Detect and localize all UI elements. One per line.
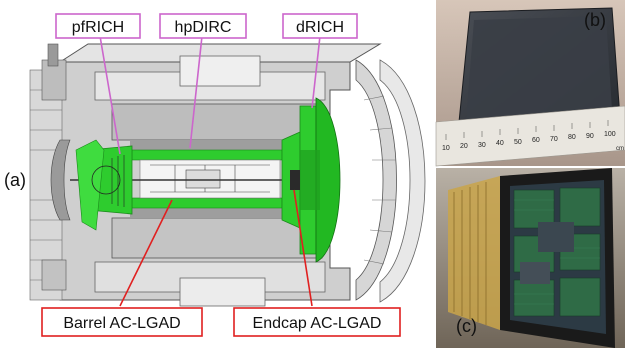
ruler-ticks: 10 20 30 40 50 60 70 80 90 100 — [442, 131, 616, 152]
callout-barrel-ac-lgad: Barrel AC-LGAD — [41, 307, 203, 337]
ruler-unit: cm — [616, 146, 624, 152]
ruler-tick-label: 50 — [514, 139, 522, 146]
hpdirc-label: hpDIRC — [175, 19, 232, 36]
callout-hpdirc: hpDIRC — [159, 13, 247, 39]
ruler-tick-label: 70 — [550, 136, 558, 143]
photo-b: 10 20 30 40 50 60 70 80 90 100 cm (b) — [435, 0, 625, 167]
ruler-tick-label: 20 — [460, 143, 468, 150]
panel-label-a: (a) — [4, 170, 26, 190]
panel-label-c: (c) — [456, 316, 477, 336]
barrel-ac-lgad-label: Barrel AC-LGAD — [63, 315, 180, 332]
ruler-tick-label: 60 — [532, 137, 540, 144]
ruler-tick-label: 30 — [478, 142, 486, 149]
callout-pfrich: pfRICH — [55, 13, 141, 39]
ruler-tick-label: 80 — [568, 134, 576, 141]
detector-cutaway — [29, 43, 426, 307]
endcap-ac-lgad-label: Endcap AC-LGAD — [253, 315, 382, 332]
pfrich-label: pfRICH — [72, 19, 124, 36]
photo-c: (c) — [436, 168, 625, 348]
callout-leaders — [99, 35, 321, 307]
ruler-tick-label: 10 — [442, 145, 450, 152]
callout-drich: dRICH — [282, 13, 358, 39]
ruler-tick-label: 90 — [586, 133, 594, 140]
ruler-tick-label: 40 — [496, 140, 504, 147]
panel-label-b: (b) — [584, 10, 606, 30]
ruler-tick-label: 100 — [604, 131, 616, 138]
drich-label: dRICH — [296, 19, 344, 36]
callout-endcap-ac-lgad: Endcap AC-LGAD — [233, 307, 401, 337]
